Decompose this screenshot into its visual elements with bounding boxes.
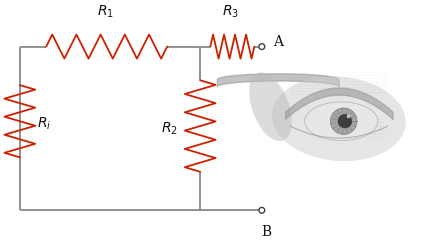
Ellipse shape bbox=[304, 102, 378, 141]
Circle shape bbox=[259, 207, 265, 213]
Circle shape bbox=[347, 114, 351, 118]
Text: $R_{i}$: $R_{i}$ bbox=[37, 115, 51, 132]
Text: $R_{3}$: $R_{3}$ bbox=[223, 4, 239, 20]
Text: $R_{2}$: $R_{2}$ bbox=[161, 120, 177, 137]
Circle shape bbox=[330, 108, 357, 134]
Ellipse shape bbox=[272, 76, 406, 161]
Circle shape bbox=[338, 114, 352, 128]
Text: B: B bbox=[261, 225, 271, 239]
Text: $R_{1}$: $R_{1}$ bbox=[97, 4, 114, 20]
Circle shape bbox=[259, 44, 265, 50]
Ellipse shape bbox=[249, 72, 292, 141]
Text: A: A bbox=[273, 35, 283, 49]
